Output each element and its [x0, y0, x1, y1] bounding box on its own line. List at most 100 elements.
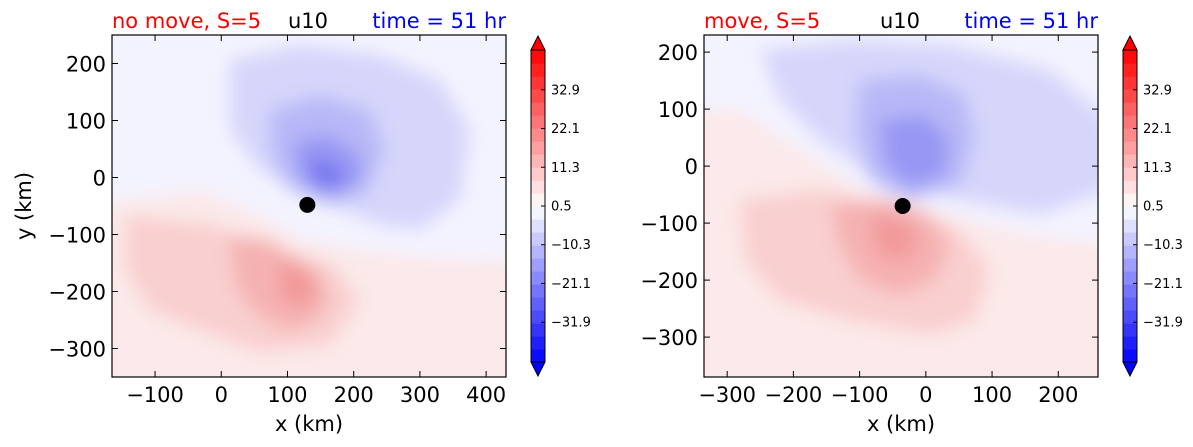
x-tick-label: 100	[972, 383, 1012, 407]
colorbar-band	[1123, 284, 1137, 298]
colorbar-tick-label: 22.1	[1143, 122, 1172, 137]
panel-move: move, S=5 u10 time = 51 hr −300 −200 −100 0…	[640, 9, 1099, 436]
colorbar-band	[531, 50, 545, 64]
colorbar-tick-label: −10.3	[1143, 238, 1183, 253]
colorbar-band	[1123, 102, 1137, 116]
colorbar-band	[531, 193, 545, 207]
colorbar-band	[531, 232, 545, 246]
colorbar-band	[531, 141, 545, 155]
colorbar-band	[1123, 115, 1137, 129]
colorbar-tick-label: 11.3	[1143, 161, 1172, 176]
x-tick-label: −300	[698, 383, 756, 407]
colorbar-band	[531, 297, 545, 311]
colorbar-band	[1123, 323, 1137, 337]
colorbar-band	[1123, 50, 1137, 64]
colorbar-band	[531, 219, 545, 233]
colorbar-band	[531, 245, 545, 259]
y-tick-label: −300	[48, 338, 106, 362]
colorbar-band	[1123, 167, 1137, 181]
panel2-xlabel: x (km)	[867, 412, 935, 436]
colorbar-band	[531, 336, 545, 350]
panel2-field	[704, 35, 1098, 377]
y-tick-label: 0	[93, 167, 106, 191]
panel2-storm-center-marker	[894, 198, 911, 214]
y-tick-label: −100	[640, 212, 698, 236]
colorbar-band	[1123, 219, 1137, 233]
colorbar-band	[1123, 206, 1137, 220]
panel1-colorbar: 32.9 22.1 11.3 0.5 −10.3 −21.1 −31.9	[530, 34, 591, 378]
colorbar-extend-max	[530, 34, 546, 51]
x-tick-label: 400	[466, 383, 506, 407]
colorbar-tick-label: −21.1	[551, 277, 591, 292]
colorbar-tick-label: 22.1	[551, 122, 580, 137]
colorbar-band	[1123, 141, 1137, 155]
panel1-storm-center-marker	[299, 196, 316, 213]
x-tick-label: −200	[765, 383, 823, 407]
panel1-axes-frame	[111, 34, 507, 378]
colorbar-band	[531, 89, 545, 103]
panel2-colorbar-ticks: 32.9 22.1 11.3 0.5 −10.3 −21.1 −31.9	[1133, 83, 1183, 331]
colorbar-band	[531, 180, 545, 194]
colorbar-band	[1123, 128, 1137, 142]
panel2-axis-ticks: −300 −200 −100 0 100 200 200 100 0 −100 −200 −300	[640, 35, 1098, 407]
panel2-title-left: move, S=5	[704, 9, 820, 33]
colorbar-band	[1123, 76, 1137, 90]
colorbar-band	[1123, 258, 1137, 272]
panel1-title-center: u10	[288, 9, 328, 33]
colorbar-tick-label: −31.9	[551, 316, 591, 331]
x-tick-label: 100	[267, 383, 307, 407]
panel1-title-left: no move, S=5	[112, 9, 261, 33]
colorbar-band	[531, 167, 545, 181]
panel1-axis-ticks: −100 0 100 200 300 400 200 100 0 −100 −200 −300	[48, 35, 506, 407]
colorbar-tick-label: −21.1	[1143, 277, 1183, 292]
colorbar-band	[531, 76, 545, 90]
colorbar-tick-label: 0.5	[1143, 200, 1164, 215]
panel2-colorbar-bands	[1122, 34, 1138, 378]
colorbar-band	[1123, 336, 1137, 350]
colorbar-band	[531, 206, 545, 220]
y-tick-label: −100	[48, 224, 106, 248]
x-tick-label: −100	[126, 383, 184, 407]
panel1-colorbar-bands	[530, 34, 546, 378]
colorbar-band	[1123, 154, 1137, 168]
y-tick-label: 0	[685, 155, 698, 179]
x-tick-label: 300	[400, 383, 440, 407]
panel2-title-center: u10	[880, 9, 920, 33]
colorbar-tick-label: −31.9	[1143, 316, 1183, 331]
panel2-axes-frame	[703, 34, 1099, 378]
colorbar-band	[531, 128, 545, 142]
panel1-field	[112, 35, 506, 377]
colorbar-band	[531, 284, 545, 298]
colorbar-band	[531, 63, 545, 77]
colorbar-band	[1123, 89, 1137, 103]
colorbar-tick-label: −10.3	[551, 238, 591, 253]
colorbar-extend-min	[1122, 361, 1138, 378]
colorbar-band	[531, 271, 545, 285]
y-tick-label: 200	[658, 41, 698, 65]
y-tick-label: 200	[66, 53, 106, 77]
x-tick-label: 200	[1038, 383, 1078, 407]
colorbar-band	[1123, 63, 1137, 77]
panel1-title-right: time = 51 hr	[372, 9, 506, 33]
colorbar-band	[1123, 271, 1137, 285]
colorbar-band	[1123, 245, 1137, 259]
x-tick-label: 0	[215, 383, 228, 407]
colorbar-band	[531, 102, 545, 116]
colorbar-tick-label: 11.3	[551, 161, 580, 176]
colorbar-band	[531, 310, 545, 324]
colorbar-band	[1123, 232, 1137, 246]
panel1-colorbar-ticks: 32.9 22.1 11.3 0.5 −10.3 −21.1 −31.9	[541, 83, 591, 331]
colorbar-band	[531, 258, 545, 272]
colorbar-tick-label: 32.9	[1143, 83, 1172, 98]
panel-no-move: no move, S=5 u10 time = 51 hr −100 0 100 20…	[12, 9, 507, 436]
colorbar-tick-label: 0.5	[551, 200, 572, 215]
y-tick-label: −200	[48, 281, 106, 305]
colorbar-band	[1123, 180, 1137, 194]
colorbar-tick-label: 32.9	[551, 83, 580, 98]
y-tick-label: −200	[640, 269, 698, 293]
panel2-colorbar: 32.9 22.1 11.3 0.5 −10.3 −21.1 −31.9	[1122, 34, 1183, 378]
panel1-xlabel: x (km)	[275, 412, 343, 436]
colorbar-band	[1123, 297, 1137, 311]
y-tick-label: 100	[658, 98, 698, 122]
